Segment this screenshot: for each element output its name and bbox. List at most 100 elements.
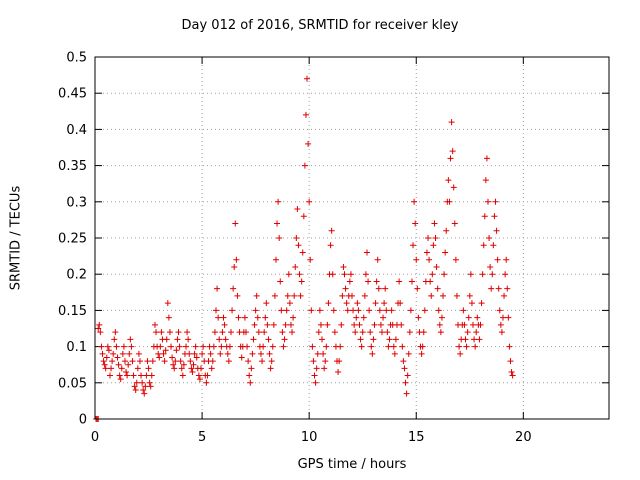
data-point xyxy=(268,358,275,365)
data-point xyxy=(466,292,473,299)
data-point xyxy=(374,256,381,263)
data-point xyxy=(296,271,303,278)
data-point xyxy=(428,292,435,299)
data-point xyxy=(162,347,169,354)
data-point xyxy=(481,213,488,220)
data-points xyxy=(93,75,516,422)
data-point xyxy=(130,372,137,379)
data-point xyxy=(335,368,342,375)
data-point xyxy=(410,242,417,249)
y-tick-label: 0.45 xyxy=(58,87,87,102)
data-point xyxy=(470,321,477,328)
y-axis-label: SRMTID / TECUs xyxy=(8,185,24,291)
data-point xyxy=(178,365,185,372)
y-tick-label: 0.5 xyxy=(66,51,87,66)
data-point xyxy=(354,300,361,307)
data-point xyxy=(174,336,181,343)
data-point xyxy=(207,350,214,357)
data-point xyxy=(132,387,139,394)
data-point xyxy=(177,358,184,365)
data-point xyxy=(272,256,279,263)
data-point xyxy=(222,336,229,343)
data-point xyxy=(352,329,359,336)
data-point xyxy=(349,292,355,299)
data-point xyxy=(282,321,289,328)
data-point xyxy=(313,365,320,372)
data-point xyxy=(501,292,508,299)
data-point xyxy=(407,307,414,314)
data-point xyxy=(442,249,449,256)
data-point xyxy=(468,300,475,307)
data-point xyxy=(218,343,225,350)
data-point xyxy=(286,300,293,307)
data-point xyxy=(117,376,124,383)
data-point xyxy=(471,336,478,343)
data-point xyxy=(413,256,420,263)
data-point xyxy=(232,220,239,227)
data-point xyxy=(209,358,216,365)
data-point xyxy=(505,314,512,321)
data-point xyxy=(445,177,452,184)
data-point xyxy=(436,321,443,328)
data-point xyxy=(299,249,306,256)
data-point xyxy=(294,206,301,213)
data-point xyxy=(140,387,147,394)
data-point xyxy=(467,271,474,278)
data-point xyxy=(241,314,248,321)
data-point xyxy=(176,343,183,350)
data-point xyxy=(121,358,128,365)
data-point xyxy=(506,343,513,350)
data-point xyxy=(171,365,178,372)
data-point xyxy=(257,350,264,357)
x-tick-label: 0 xyxy=(91,430,99,445)
data-point xyxy=(457,350,464,357)
data-point xyxy=(346,278,353,285)
data-point xyxy=(290,314,297,321)
data-point xyxy=(109,358,116,365)
data-point xyxy=(203,379,210,386)
data-point xyxy=(483,155,490,162)
data-point xyxy=(377,321,384,328)
y-tick-label: 0.25 xyxy=(58,232,87,247)
data-point xyxy=(399,343,406,350)
data-point xyxy=(161,358,168,365)
data-point xyxy=(431,220,438,227)
data-point xyxy=(110,350,117,357)
data-point xyxy=(144,358,151,365)
data-point xyxy=(370,336,377,343)
data-point xyxy=(478,300,485,307)
data-point xyxy=(340,263,347,270)
data-point xyxy=(487,263,494,270)
data-point xyxy=(111,336,118,343)
data-point xyxy=(131,383,138,390)
data-point xyxy=(99,350,106,357)
y-tick-label: 0 xyxy=(79,413,87,428)
data-point xyxy=(438,314,445,321)
data-point xyxy=(488,285,495,292)
data-point xyxy=(356,321,363,328)
data-point xyxy=(185,336,192,343)
data-point xyxy=(476,336,483,343)
data-point xyxy=(260,343,267,350)
data-point xyxy=(327,242,334,249)
data-point xyxy=(292,263,299,270)
data-point xyxy=(238,354,245,361)
data-point xyxy=(347,271,354,278)
data-point xyxy=(217,350,224,357)
data-point xyxy=(114,354,121,361)
data-point xyxy=(276,235,283,241)
data-point xyxy=(153,329,160,336)
data-point xyxy=(160,350,167,357)
data-point xyxy=(179,372,186,379)
data-point xyxy=(365,278,372,285)
data-point xyxy=(151,321,158,328)
data-point xyxy=(224,350,231,357)
data-point xyxy=(156,354,163,361)
data-point xyxy=(336,358,343,365)
data-point xyxy=(220,314,227,321)
x-tick-label: 5 xyxy=(198,430,206,445)
data-point xyxy=(378,329,385,336)
data-point xyxy=(441,271,448,278)
data-point xyxy=(255,329,262,336)
data-point xyxy=(367,329,374,336)
